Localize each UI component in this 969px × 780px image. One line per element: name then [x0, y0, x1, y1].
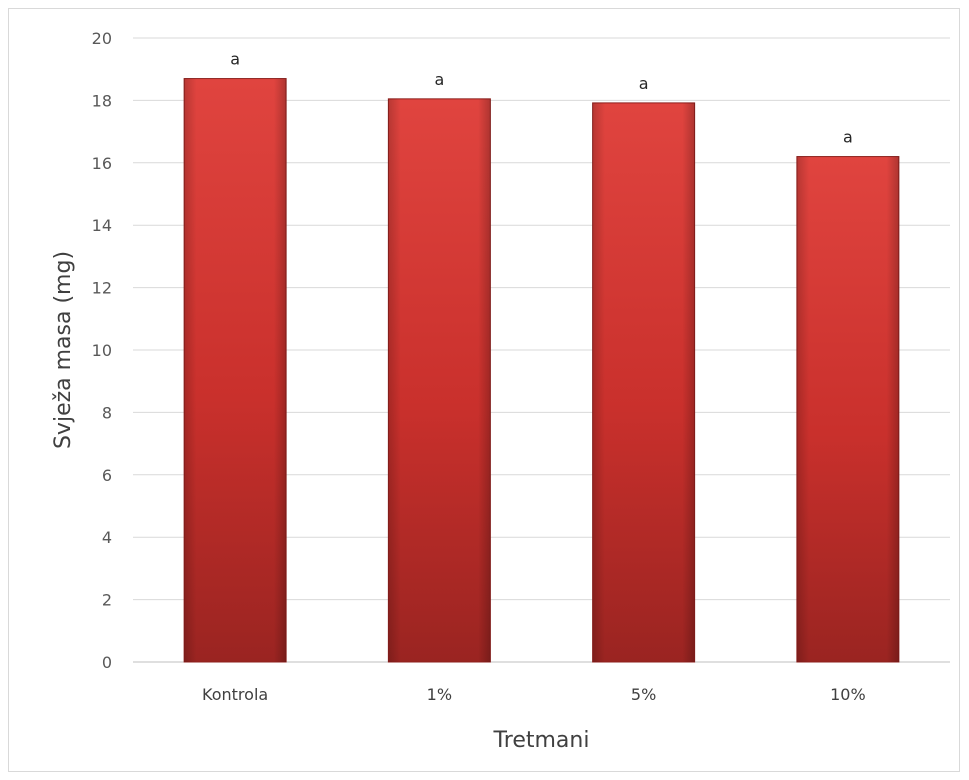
x-tick-label: 10%: [830, 685, 866, 704]
y-axis-title: Svježa masa (mg): [51, 251, 76, 449]
x-tick-labels: Kontrola 1% 5% 10%: [202, 685, 866, 704]
y-tick-label: 12: [92, 279, 112, 298]
bar-shading: [388, 99, 490, 662]
y-tick-label: 16: [92, 154, 112, 173]
y-tick-label: 0: [102, 653, 112, 672]
bar-shading: [593, 103, 695, 662]
y-tick-label: 8: [102, 403, 112, 422]
x-axis-title: Tretmani: [493, 728, 590, 753]
data-label: a: [843, 128, 853, 147]
y-tick-label: 10: [92, 341, 112, 360]
x-tick-label: 1%: [427, 685, 452, 704]
x-tick-label: Kontrola: [202, 685, 268, 704]
data-label: a: [434, 70, 444, 89]
bars: [184, 79, 899, 662]
data-label: a: [230, 50, 240, 69]
x-tick-label: 5%: [631, 685, 656, 704]
y-tick-label: 18: [92, 91, 112, 110]
y-tick-label: 14: [92, 216, 112, 235]
data-labels: a a a a: [230, 50, 853, 147]
bar-shading: [184, 79, 286, 662]
y-tick-labels: 0 2 4 6 8 10 12 14 16 18 20: [92, 29, 112, 672]
y-tick-label: 20: [92, 29, 112, 48]
data-label: a: [639, 74, 649, 93]
y-tick-label: 6: [102, 466, 112, 485]
y-tick-label: 2: [102, 591, 112, 610]
bar-shading: [797, 157, 899, 662]
y-tick-label: 4: [102, 528, 112, 547]
